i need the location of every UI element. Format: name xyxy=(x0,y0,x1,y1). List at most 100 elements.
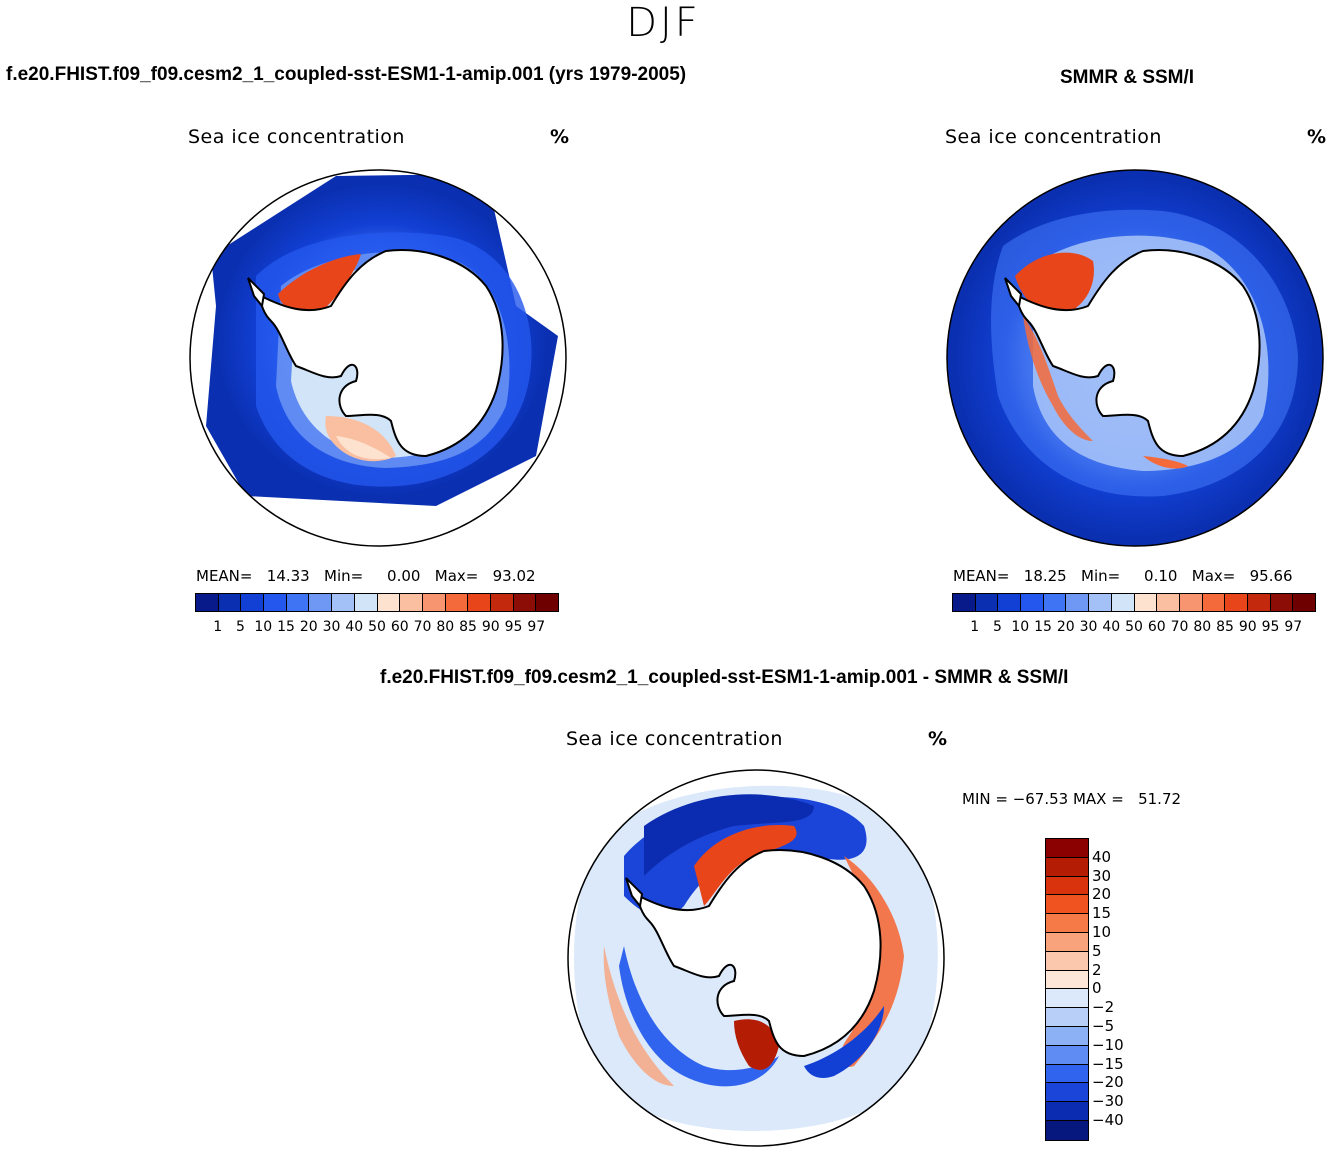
diff-colorbar-swatch xyxy=(1046,1008,1088,1027)
panel-1-unit: % xyxy=(550,126,570,148)
colorbar-swatch xyxy=(354,594,378,611)
colorbar-swatch xyxy=(1293,594,1315,611)
colorbar-tick-label: 80 xyxy=(436,619,455,635)
colorbar-tick-label: 1 xyxy=(213,619,223,635)
colorbar-swatch xyxy=(1021,594,1044,611)
diff-colorbar-tick-label: 0 xyxy=(1092,979,1102,998)
colorbar-swatch xyxy=(1225,594,1248,611)
colorbar-swatch xyxy=(1202,594,1226,611)
panel-2-title: SMMR & SSM/I xyxy=(1060,67,1195,88)
colorbar-tick-label: 30 xyxy=(1079,619,1098,635)
colorbar-swatch xyxy=(377,594,401,611)
diff-colorbar-swatch xyxy=(1046,989,1088,1009)
panel-1-variable: Sea ice concentration xyxy=(188,126,405,148)
colorbar-tick-label: 10 xyxy=(1011,619,1030,635)
colorbar-swatch xyxy=(218,594,242,611)
colorbar-tick-label: 5 xyxy=(993,619,1002,635)
colorbar-swatch xyxy=(286,594,310,611)
diff-unit: % xyxy=(928,728,948,750)
colorbar-swatch xyxy=(1134,594,1158,611)
diff-map xyxy=(567,769,945,1147)
diff-colorbar-tick-label: 10 xyxy=(1092,923,1112,941)
colorbar-tick-label: 30 xyxy=(322,619,341,635)
colorbar-swatch xyxy=(264,594,287,611)
colorbar-tick-label: 20 xyxy=(1056,619,1075,635)
colorbar-tick-label: 50 xyxy=(1125,619,1143,635)
colorbar-tick-label: 97 xyxy=(1284,619,1303,635)
colorbar-swatch xyxy=(975,594,999,611)
diff-colorbar-tick-label: 15 xyxy=(1092,904,1112,923)
colorbar-swatch xyxy=(422,594,446,611)
diff-colorbar-tick-label: 40 xyxy=(1092,847,1112,866)
panel-2-unit: % xyxy=(1307,126,1327,148)
diff-colorbar-swatch xyxy=(1046,951,1088,971)
colorbar-tick-label: 40 xyxy=(345,619,364,635)
colorbar-tick-label: 70 xyxy=(1170,619,1189,635)
diff-colorbar-swatch xyxy=(1046,914,1088,933)
panel-2-colorbar-ticks: 1 5 10 15 20 30 40 50 60 70 80 85 90 95 97 xyxy=(952,619,1314,639)
diff-colorbar-tick-label: −40 xyxy=(1092,1111,1124,1129)
colorbar-tick-label: 80 xyxy=(1193,619,1212,635)
colorbar-swatch xyxy=(196,594,219,611)
diff-colorbar-tick-label: 20 xyxy=(1092,885,1112,904)
diff-colorbar-swatch xyxy=(1046,839,1088,858)
diff-colorbar-tick-label: 5 xyxy=(1092,941,1102,960)
colorbar-swatch xyxy=(998,594,1022,611)
diff-colorbar-swatch xyxy=(1046,970,1088,990)
colorbar-swatch xyxy=(445,594,469,611)
panel-1-colorbar xyxy=(195,593,559,612)
diff-colorbar-swatch xyxy=(1046,857,1088,877)
diff-colorbar-swatch xyxy=(1046,895,1088,915)
colorbar-swatch xyxy=(1270,594,1294,611)
diff-variable: Sea ice concentration xyxy=(566,728,783,750)
diff-stats: MIN = −67.53 MAX = 51.72 xyxy=(962,790,1182,808)
diff-title: f.e20.FHIST.f09_f09.cesm2_1_coupled-sst-… xyxy=(380,667,1069,688)
diff-colorbar-tick-label: −5 xyxy=(1092,1017,1115,1035)
colorbar-tick-label: 60 xyxy=(1147,619,1166,635)
season-title: DJF xyxy=(626,0,701,46)
colorbar-tick-label: 85 xyxy=(1216,619,1234,635)
diff-colorbar-swatch xyxy=(1046,1120,1088,1140)
diff-colorbar-tick-label: −15 xyxy=(1092,1054,1124,1073)
panel-2-colorbar xyxy=(952,593,1316,612)
colorbar-tick-label: 90 xyxy=(481,619,500,635)
diff-colorbar-tick-label: −30 xyxy=(1092,1092,1124,1111)
colorbar-swatch xyxy=(1247,594,1271,611)
colorbar-swatch xyxy=(1089,594,1112,611)
diff-colorbar-swatch xyxy=(1046,1083,1088,1103)
diff-colorbar-tick-label: 2 xyxy=(1092,960,1102,979)
diff-colorbar xyxy=(1045,838,1089,1141)
colorbar-swatch xyxy=(400,594,423,611)
colorbar-swatch xyxy=(1066,594,1090,611)
panel-2-stats: MEAN= 18.25 Min= 0.10 Max= 95.66 xyxy=(953,567,1293,585)
diff-colorbar-tick-label: 30 xyxy=(1092,866,1112,885)
diff-colorbar-swatch xyxy=(1046,876,1088,896)
diff-colorbar-ticks: 40 30 20 15 10 5 2 0 −2 −5 −10 −15 −20 −30 −40 xyxy=(1092,838,1152,1138)
colorbar-swatch xyxy=(513,594,537,611)
panel-1-title: f.e20.FHIST.f09_f09.cesm2_1_coupled-sst-… xyxy=(6,64,687,85)
colorbar-tick-label: 50 xyxy=(368,619,386,635)
colorbar-swatch xyxy=(1179,594,1203,611)
colorbar-tick-label: 5 xyxy=(236,619,245,635)
colorbar-swatch xyxy=(309,594,333,611)
colorbar-tick-label: 15 xyxy=(277,619,295,635)
colorbar-swatch xyxy=(536,594,558,611)
colorbar-swatch xyxy=(1043,594,1067,611)
colorbar-tick-label: 85 xyxy=(459,619,477,635)
diff-colorbar-tick-label: −2 xyxy=(1092,998,1115,1017)
colorbar-swatch xyxy=(332,594,355,611)
colorbar-tick-label: 15 xyxy=(1034,619,1052,635)
panel-2-map xyxy=(946,169,1324,547)
colorbar-tick-label: 95 xyxy=(1261,619,1280,635)
panel-1-stats: MEAN= 14.33 Min= 0.00 Max= 93.02 xyxy=(196,567,536,585)
colorbar-swatch xyxy=(490,594,514,611)
diff-colorbar-swatch xyxy=(1046,1064,1088,1084)
diff-colorbar-swatch xyxy=(1046,1102,1088,1121)
colorbar-tick-label: 60 xyxy=(390,619,409,635)
diff-colorbar-swatch xyxy=(1046,932,1088,952)
colorbar-swatch xyxy=(1157,594,1180,611)
diff-colorbar-swatch xyxy=(1046,1026,1088,1046)
colorbar-tick-label: 95 xyxy=(504,619,523,635)
colorbar-tick-label: 97 xyxy=(527,619,546,635)
colorbar-tick-label: 1 xyxy=(970,619,980,635)
